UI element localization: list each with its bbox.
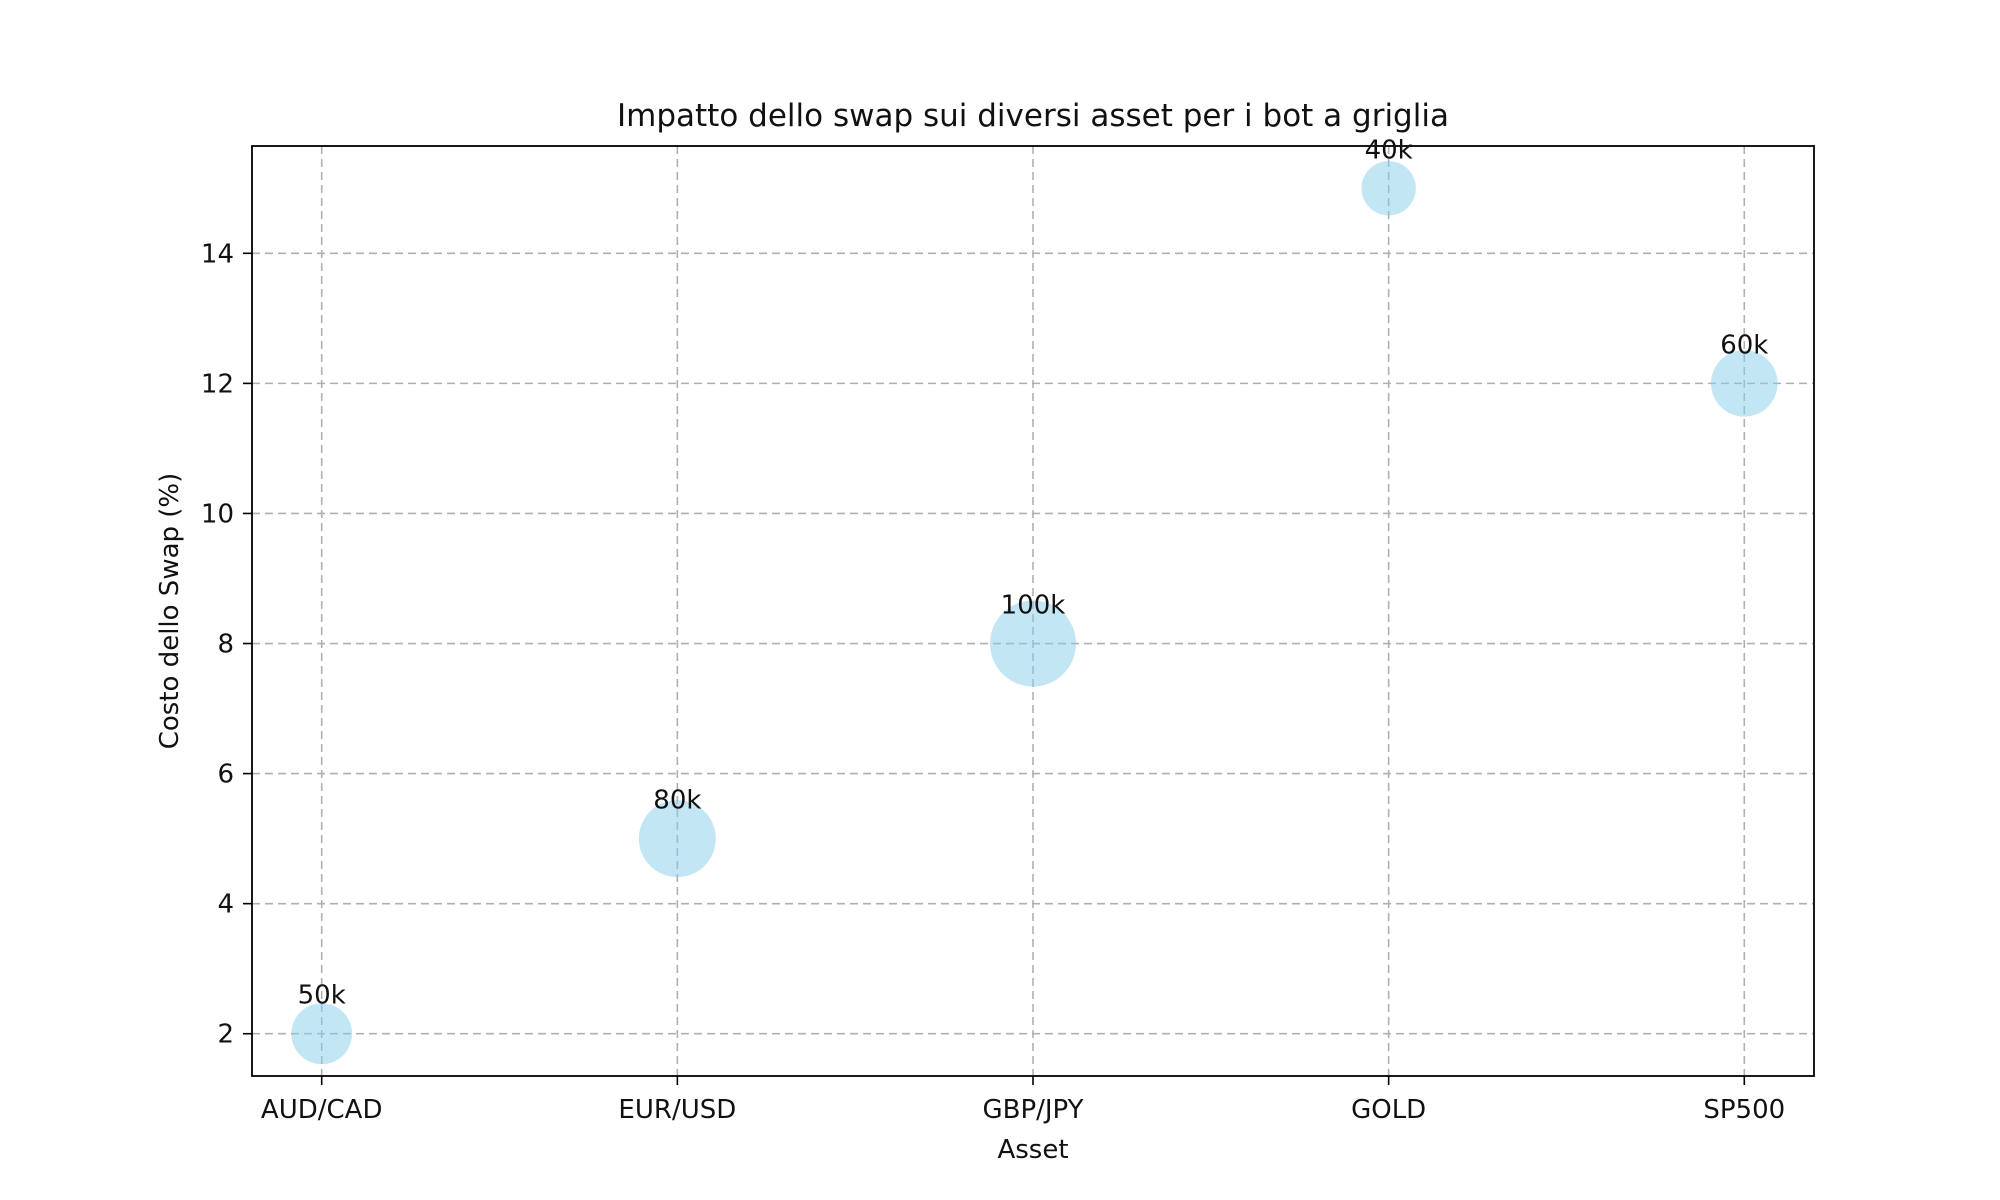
bubble-point (990, 600, 1076, 687)
x-tick-label: EUR/USD (618, 1095, 736, 1125)
bubble-data-label: 40k (1365, 135, 1413, 165)
bubble-data-label: 60k (1720, 330, 1768, 360)
grid-layer (252, 146, 1814, 1076)
x-tick-label: GOLD (1351, 1095, 1426, 1125)
x-tick-label: GBP/JPY (982, 1095, 1083, 1125)
bubble-point (638, 800, 716, 878)
y-tick-label: 10 (201, 499, 234, 529)
x-axis-label: Asset (997, 1135, 1068, 1165)
x-tick-label: SP500 (1703, 1095, 1785, 1125)
y-axis-label: Costo dello Swap (%) (155, 473, 185, 750)
bubble-point (291, 1003, 353, 1065)
bubble-data-label: 50k (298, 981, 346, 1011)
chart-title: Impatto dello swap sui diversi asset per… (617, 98, 1449, 134)
bubble-point (1710, 350, 1778, 417)
label-layer: 50k 80k 100k 40k 60k (298, 135, 1769, 1010)
y-tick-label: 6 (217, 760, 234, 790)
bubble-point (1361, 161, 1416, 216)
bubble-data-label: 80k (653, 786, 701, 816)
tick-layer: AUD/CAD EUR/USD GBP/JPY GOLD SP500 2 4 6 8 10 12 14 (201, 239, 1785, 1125)
x-tick-label: AUD/CAD (261, 1095, 383, 1125)
y-tick-label: 4 (217, 890, 234, 920)
bubble-layer (291, 161, 1778, 1065)
y-tick-label: 8 (217, 630, 234, 660)
y-tick-label: 14 (201, 239, 234, 269)
y-tick-label: 12 (201, 369, 234, 399)
y-tick-label: 2 (217, 1020, 234, 1050)
bubble-data-label: 100k (1001, 591, 1066, 621)
